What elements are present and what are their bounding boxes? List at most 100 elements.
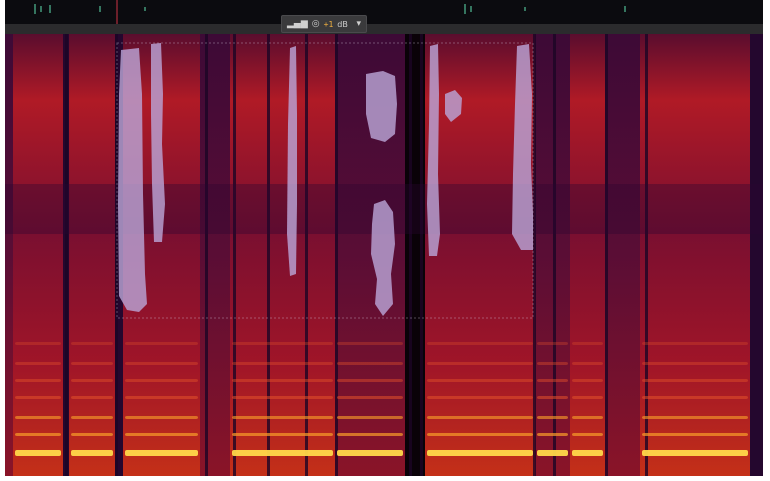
gain-value: +1 (323, 19, 334, 29)
harmonic-band (337, 450, 403, 456)
spectrogram-gap (65, 34, 68, 476)
spectrogram-gap (115, 34, 118, 476)
harmonic-band (537, 396, 568, 399)
spectrogram-gap (533, 34, 536, 476)
harmonic-band (642, 416, 748, 419)
harmonic-band (337, 416, 403, 419)
harmonic-band (572, 396, 603, 399)
harmonic-band (337, 396, 403, 399)
harmonic-band (427, 379, 533, 382)
harmonic-band (232, 450, 333, 456)
volume-bars-icon: ▂▄▆ (287, 18, 308, 29)
harmonic-band (572, 450, 603, 456)
dropdown-arrow-icon[interactable]: ▾ (356, 18, 361, 29)
spectrogram-segment (230, 34, 335, 476)
harmonic-band (71, 396, 113, 399)
harmonic-band (537, 342, 568, 345)
harmonic-band (125, 379, 198, 382)
knob-icon[interactable]: ◎ (311, 18, 320, 29)
harmonic-band (572, 379, 603, 382)
harmonic-band (337, 342, 403, 345)
gain-hud[interactable]: ▂▄▆ ◎ +1 dB ▾ (281, 15, 367, 33)
harmonic-band (71, 342, 113, 345)
spectrogram-segment (69, 34, 115, 476)
spectrogram-segment (535, 34, 570, 476)
harmonic-band (15, 342, 61, 345)
overlay-mark (366, 71, 397, 142)
harmonic-band (232, 379, 333, 382)
harmonic-band (232, 433, 333, 436)
harmonic-band (537, 416, 568, 419)
harmonic-band (642, 362, 748, 365)
spectrogram-gap (205, 34, 208, 476)
harmonic-band (71, 416, 113, 419)
spectrogram-gap (305, 34, 308, 476)
harmonic-band (232, 396, 333, 399)
harmonic-band (125, 416, 198, 419)
harmonic-band (71, 433, 113, 436)
spectrogram-canvas (5, 34, 763, 476)
spectral-selection-overlays[interactable] (118, 43, 533, 316)
harmonic-band (337, 379, 403, 382)
harmonic-band (572, 433, 603, 436)
harmonic-band (71, 379, 113, 382)
overlay-mark (118, 48, 147, 312)
harmonic-band (15, 362, 61, 365)
spectrogram-segment (570, 34, 605, 476)
harmonic-band (232, 362, 333, 365)
selection-rect[interactable] (116, 42, 534, 319)
overlay-mark (371, 200, 395, 316)
harmonic-band (232, 416, 333, 419)
harmonic-band (572, 416, 603, 419)
spectrogram-gap (335, 34, 338, 476)
gain-unit: dB (337, 19, 348, 29)
harmonic-band (15, 416, 61, 419)
harmonic-band (71, 362, 113, 365)
harmonic-band (427, 362, 533, 365)
harmonic-band (125, 396, 198, 399)
spectrogram-gap (605, 34, 608, 476)
overlay-mark (427, 44, 440, 256)
harmonic-band (15, 396, 61, 399)
harmonic-band (642, 342, 748, 345)
harmonic-band (15, 433, 61, 436)
harmonic-band (125, 342, 198, 345)
overlay-mark (151, 43, 165, 242)
harmonic-band (125, 450, 198, 456)
harmonic-band (337, 433, 403, 436)
harmonic-band (642, 433, 748, 436)
harmonic-band (427, 416, 533, 419)
overlay-mark (512, 44, 533, 250)
spectrogram-gap (420, 34, 423, 476)
harmonic-band (642, 379, 748, 382)
spectrogram-segment (605, 34, 640, 476)
spectrogram-gap (645, 34, 648, 476)
harmonic-band (15, 379, 61, 382)
overlay-mark (445, 90, 462, 122)
harmonic-band (232, 342, 333, 345)
spectrogram-segment (200, 34, 230, 476)
spectrogram-view[interactable] (5, 34, 763, 476)
spectrogram-segment (640, 34, 750, 476)
harmonic-band (125, 433, 198, 436)
harmonic-band (427, 433, 533, 436)
harmonic-band (537, 433, 568, 436)
waveform-overview[interactable] (5, 0, 763, 24)
spectrogram-gap (233, 34, 236, 476)
spectrogram-gap (267, 34, 270, 476)
waveform-svg (34, 0, 626, 24)
spectrogram-gap (553, 34, 556, 476)
harmonic-band (642, 396, 748, 399)
spectrogram-segment (5, 34, 13, 476)
spectrogram-segment (750, 34, 763, 476)
overlay-mark (287, 46, 297, 276)
harmonic-band (537, 450, 568, 456)
harmonic-band (537, 362, 568, 365)
harmonic-band (71, 450, 113, 456)
harmonic-band (537, 379, 568, 382)
harmonic-band (427, 396, 533, 399)
harmonic-band (642, 450, 748, 456)
spectrogram-segment (13, 34, 63, 476)
harmonic-band (427, 450, 533, 456)
harmonic-band (125, 362, 198, 365)
